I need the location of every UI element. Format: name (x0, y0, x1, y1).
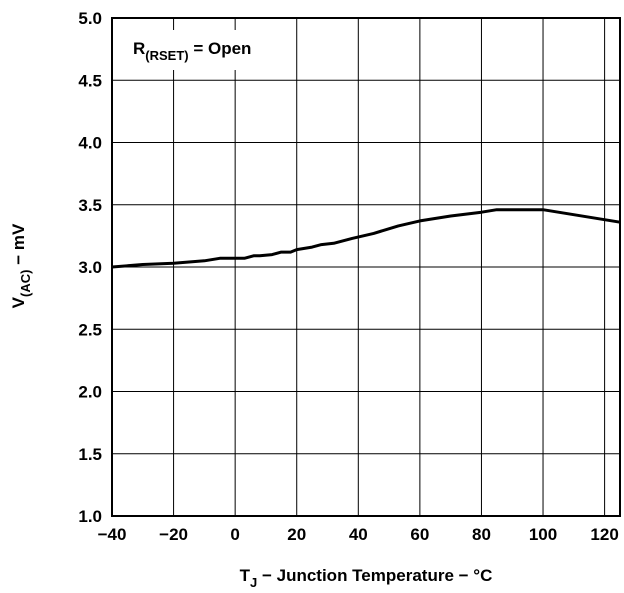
y-tick-label: 1.5 (78, 445, 102, 464)
y-tick-label: 3.5 (78, 196, 102, 215)
series-line (111, 208, 621, 269)
x-axis-label: TJ − Junction Temperature − °C (240, 566, 493, 590)
y-tick-label: 1.0 (78, 507, 102, 526)
y-tick-label: 3.0 (78, 258, 102, 277)
y-axis-label: V(AC) − mV (9, 223, 33, 308)
x-tick-label: 0 (230, 525, 239, 544)
y-tick-label: 4.0 (78, 134, 102, 153)
x-tick-label: 120 (590, 525, 618, 544)
y-tick-label: 5.0 (78, 9, 102, 28)
y-tick-label: 2.0 (78, 383, 102, 402)
annotation-background (124, 30, 296, 70)
x-tick-label: −20 (159, 525, 188, 544)
y-tick-label: 4.5 (78, 71, 102, 90)
x-tick-labels: −40 −20 0 20 40 60 80 100 120 (98, 525, 619, 544)
grid-lines (112, 18, 620, 516)
x-tick-label: 60 (410, 525, 429, 544)
x-tick-label: 80 (472, 525, 491, 544)
y-tick-labels: 1.0 1.5 2.0 2.5 3.0 3.5 4.0 4.5 5.0 (78, 9, 102, 526)
y-tick-label: 2.5 (78, 320, 102, 339)
x-tick-label: 20 (287, 525, 306, 544)
x-tick-label: −40 (98, 525, 127, 544)
x-tick-label: 100 (529, 525, 557, 544)
annotation: R(RSET) = Open (133, 39, 251, 63)
x-tick-label: 40 (349, 525, 368, 544)
